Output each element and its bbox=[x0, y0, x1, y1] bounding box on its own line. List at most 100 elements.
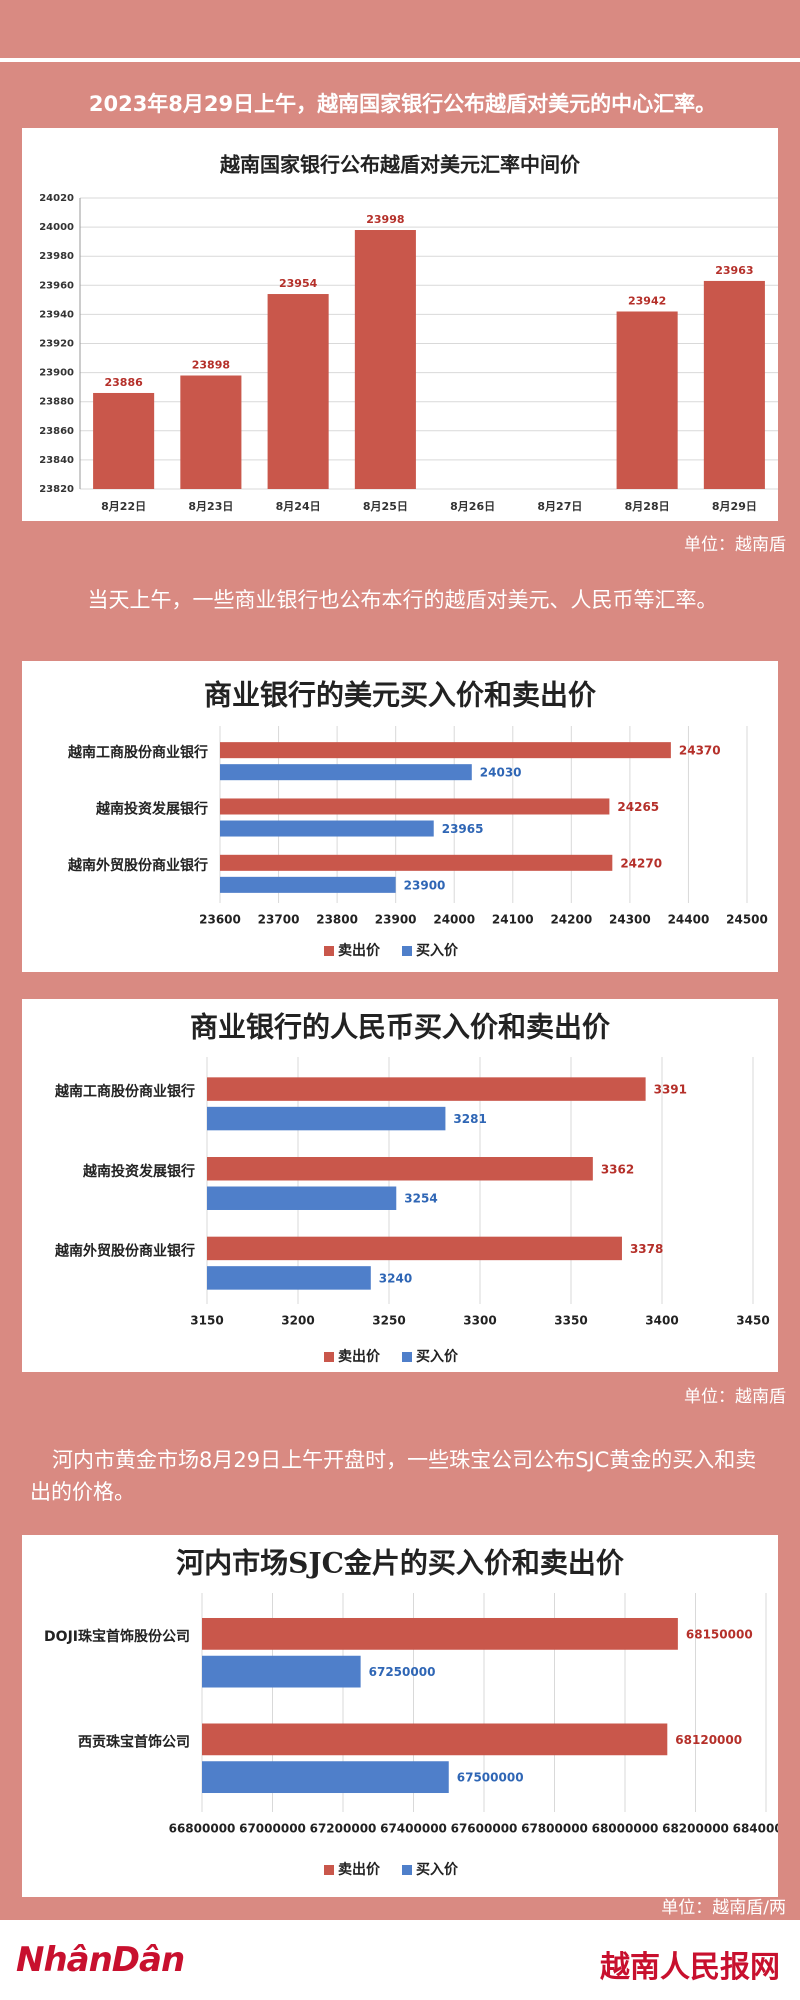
y-tick-label: 23820 bbox=[39, 484, 74, 495]
y-tick-label: 23900 bbox=[39, 368, 74, 379]
bar bbox=[220, 742, 671, 759]
bar bbox=[207, 1077, 646, 1101]
x-tick-label: 3450 bbox=[736, 1314, 769, 1328]
legend-swatch bbox=[402, 1352, 412, 1362]
data-label: 24370 bbox=[679, 744, 721, 758]
bar bbox=[703, 280, 765, 489]
paragraph: 2023年8月29日上午，越南国家银行公布越盾对美元的中心汇率。 bbox=[88, 92, 717, 116]
chart-box: 河内市场SJC金片的买入价和卖出价 66800000 67000000 6720000… bbox=[22, 1535, 799, 1897]
data-label: 23942 bbox=[628, 294, 666, 307]
data-label: 68120000 bbox=[675, 1733, 742, 1747]
paragraph: 河内市黄金市场8月29日上午开盘时，一些珠宝公司公布SJC黄金的买入和卖出的价格… bbox=[30, 1448, 757, 1504]
bar bbox=[202, 1655, 361, 1688]
x-tick-label: 24200 bbox=[550, 913, 592, 927]
bar bbox=[220, 764, 472, 781]
x-tick-label: 23900 bbox=[375, 913, 417, 927]
y-tick-label: 23940 bbox=[39, 309, 74, 320]
x-tick-label: 23700 bbox=[258, 913, 300, 927]
y-tick-label: 23860 bbox=[39, 426, 74, 437]
x-tick-label: 68200000 bbox=[662, 1822, 729, 1836]
bar bbox=[207, 1236, 622, 1261]
data-label: 3254 bbox=[404, 1192, 437, 1206]
bar bbox=[220, 820, 434, 837]
bar bbox=[207, 1157, 593, 1181]
y-tick-label: 越南工商股份商业银行 bbox=[54, 1083, 195, 1100]
x-tick-label: 3250 bbox=[372, 1314, 405, 1328]
x-tick-label: 67400000 bbox=[380, 1822, 447, 1836]
bar bbox=[180, 375, 242, 489]
chart-title: 越南国家银行公布越盾对美元汇率中间价 bbox=[219, 153, 581, 177]
y-tick-label: 越南投资发展银行 bbox=[95, 800, 208, 817]
y-tick-label: 23880 bbox=[39, 397, 74, 408]
data-label: 3391 bbox=[654, 1083, 687, 1097]
data-label: 23886 bbox=[104, 376, 143, 389]
chart-title: 河内市场SJC金片的买入价和卖出价 bbox=[176, 1547, 625, 1580]
x-tick-label: 23800 bbox=[316, 913, 358, 927]
legend-swatch bbox=[402, 1865, 412, 1875]
data-label: 3362 bbox=[601, 1162, 634, 1176]
x-tick-label: 3400 bbox=[645, 1314, 678, 1328]
x-tick-label: 8月28日 bbox=[625, 500, 670, 513]
x-tick-label: 8月23日 bbox=[188, 500, 233, 513]
chart-box: 商业银行的美元买入价和卖出价 23600 23700 23800 23900 24000 2… bbox=[22, 661, 778, 972]
legend-label: 买入价 bbox=[416, 1349, 459, 1365]
y-tick-label: 23920 bbox=[39, 339, 74, 350]
x-tick-label: 24500 bbox=[726, 913, 768, 927]
data-label: 23900 bbox=[404, 878, 446, 892]
y-tick-label: 23960 bbox=[39, 280, 74, 291]
x-tick-label: 23600 bbox=[199, 913, 241, 927]
x-tick-label: 8月22日 bbox=[101, 500, 146, 513]
divider bbox=[0, 58, 800, 62]
x-tick-label: 8月27日 bbox=[537, 500, 582, 513]
chart: 商业银行的人民币买入价和卖出价 3150 3200 3250 3300 3350 3400 3… bbox=[54, 1011, 770, 1366]
data-label: 23963 bbox=[715, 264, 753, 277]
data-label: 24270 bbox=[620, 856, 662, 870]
unit-note: 单位：越南盾 bbox=[684, 1387, 786, 1407]
x-tick-label: 24000 bbox=[433, 913, 475, 927]
x-tick-label: 3350 bbox=[554, 1314, 587, 1328]
site-name: 越南人民报网 bbox=[600, 1950, 780, 1985]
chart: 越南国家银行公布越盾对美元汇率中间价 23820 23840 23860 23880 23… bbox=[39, 153, 778, 513]
y-tick-label: 23980 bbox=[39, 251, 74, 262]
x-tick-label: 3200 bbox=[281, 1314, 314, 1328]
data-label: 23898 bbox=[192, 359, 230, 372]
bar bbox=[220, 876, 396, 893]
x-tick-label: 66800000 bbox=[169, 1822, 236, 1836]
legend-swatch bbox=[324, 1352, 334, 1362]
bar bbox=[93, 392, 155, 489]
bar bbox=[202, 1761, 449, 1794]
y-tick-label: 23840 bbox=[39, 455, 74, 466]
chart: 河内市场SJC金片的买入价和卖出价 66800000 67000000 6720000… bbox=[44, 1547, 799, 1879]
x-tick-label: 67600000 bbox=[451, 1822, 518, 1836]
y-tick-label: 越南外贸股份商业银行 bbox=[67, 857, 208, 874]
chart-title: 商业银行的人民币买入价和卖出价 bbox=[190, 1011, 611, 1044]
unit-note: 单位：越南盾 bbox=[684, 535, 786, 555]
x-tick-label: 67800000 bbox=[521, 1822, 588, 1836]
y-tick-label: 24000 bbox=[39, 222, 74, 233]
bar bbox=[267, 294, 329, 489]
x-tick-label: 68400000 bbox=[733, 1822, 778, 1836]
bar bbox=[207, 1106, 446, 1131]
x-tick-label: 67200000 bbox=[310, 1822, 377, 1836]
legend-label: 卖出价 bbox=[338, 942, 381, 959]
x-tick-label: 8月29日 bbox=[712, 500, 757, 513]
data-label: 24265 bbox=[617, 800, 659, 814]
data-label: 24030 bbox=[480, 766, 522, 780]
legend-label: 卖出价 bbox=[338, 1348, 381, 1365]
x-tick-label: 3300 bbox=[463, 1314, 496, 1328]
y-tick-label: 越南外贸股份商业银行 bbox=[54, 1242, 195, 1259]
chart: 商业银行的美元买入价和卖出价 23600 23700 23800 23900 24000 2… bbox=[67, 679, 768, 960]
chart-box: 越南国家银行公布越盾对美元汇率中间价 23820 23840 23860 23880 23… bbox=[22, 128, 778, 521]
legend-swatch bbox=[402, 946, 412, 956]
bar bbox=[616, 311, 678, 489]
x-tick-label: 24400 bbox=[668, 913, 710, 927]
footer: NhânDân 越南人民报网 bbox=[0, 1920, 800, 2000]
data-label: 67250000 bbox=[369, 1665, 436, 1679]
y-tick-label: 越南工商股份商业银行 bbox=[67, 744, 208, 761]
legend-swatch bbox=[324, 946, 334, 956]
x-tick-label: 67000000 bbox=[239, 1822, 306, 1836]
x-tick-label: 8月26日 bbox=[450, 500, 495, 513]
chart-box: 商业银行的人民币买入价和卖出价 3150 3200 3250 3300 3350 3400 3… bbox=[22, 999, 778, 1372]
x-tick-label: 3150 bbox=[190, 1314, 223, 1328]
data-label: 3281 bbox=[453, 1112, 486, 1126]
